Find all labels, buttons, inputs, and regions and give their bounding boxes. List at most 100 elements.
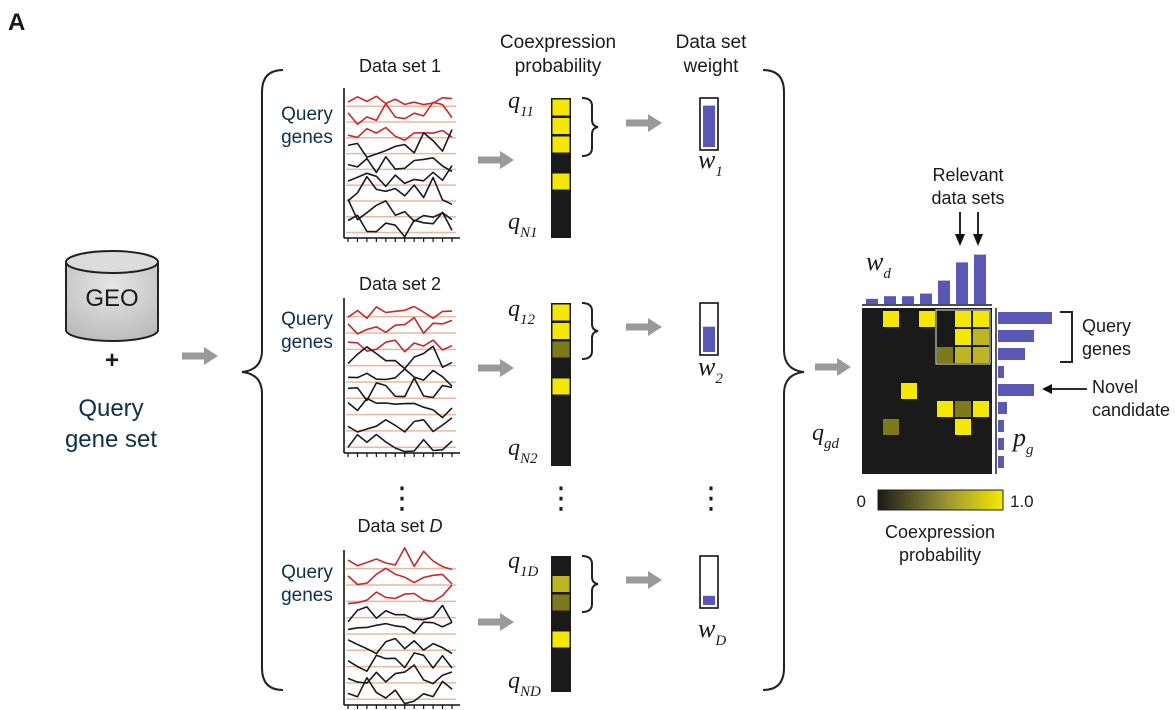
dataset-2-query-trace-2 xyxy=(347,316,453,335)
dataset-1-gene-trace-4 xyxy=(347,129,453,159)
relevant-label-line2: data sets xyxy=(931,188,1004,208)
top-weight-bar-4 xyxy=(920,293,932,304)
dataset-1-gene-trace-9 xyxy=(347,211,453,238)
dataset-1-gene-trace-7 xyxy=(347,175,453,206)
matrix-cell-r3-c5 xyxy=(937,347,953,363)
dataset-2-query-trace-1 xyxy=(347,305,453,320)
dataset-2-gene-trace-6 xyxy=(347,377,453,402)
dataset-2-gene-trace-5 xyxy=(347,368,453,387)
w-2-label: w2 xyxy=(698,352,723,387)
gray-arrow-geo-to-datasets xyxy=(182,347,218,365)
ellipsis-plots: ⋮ xyxy=(387,482,417,515)
gray-arrow-ds1-to-weight xyxy=(626,114,662,132)
w-1-label: w1 xyxy=(698,145,723,180)
matrix-cell-r2-c6 xyxy=(955,329,971,345)
gray-arrow-ds1-to-column xyxy=(478,151,514,169)
column-2-cell-7 xyxy=(552,415,570,432)
q-1d-label: q1D xyxy=(508,548,539,580)
matrix-cell-r7-c6 xyxy=(955,419,971,435)
matrix-cell-r2-c7 xyxy=(973,329,989,345)
dataset-2-title: Data set 2 xyxy=(359,274,441,294)
matrix-cell-r3-c7 xyxy=(973,347,989,363)
matrix-cell-r1-c7 xyxy=(973,311,989,327)
novel-candidate-arrow xyxy=(1042,384,1087,394)
dataset-1-gene-trace-5 xyxy=(347,156,453,174)
column-1-cell-6 xyxy=(552,192,570,208)
dataset-d-query-trace-1 xyxy=(347,547,453,571)
column-2-cell-8 xyxy=(552,434,570,450)
dataset-2-query-label-line1: Query xyxy=(281,309,333,330)
column-2-cell-4 xyxy=(552,360,570,376)
dataset-2-gene-trace-7 xyxy=(347,397,453,419)
dataset-2-query-trace-3 xyxy=(347,339,453,353)
column-3-cell-5 xyxy=(552,631,570,648)
column-3-cell-4 xyxy=(552,613,570,629)
figure-drawing-layer xyxy=(182,88,1052,709)
novel-label-line1: Novel xyxy=(1092,377,1138,397)
q-n2-label: qN2 xyxy=(508,435,538,467)
dataset-1-query-trace-2 xyxy=(347,101,453,126)
ellipsis-columns: ⋮ xyxy=(546,482,576,515)
dataset-d-gene-trace-5 xyxy=(347,621,453,635)
dataset-d-query-label-line2: genes xyxy=(281,585,333,606)
matrix-query-brace xyxy=(1060,311,1073,363)
column-3-cell-7 xyxy=(552,668,570,685)
dataset-1-title: Data set 1 xyxy=(359,56,441,76)
top-weight-bar-1 xyxy=(866,298,878,304)
dataset-d-query-trace-2 xyxy=(347,567,453,586)
geo-database-icon xyxy=(65,250,159,342)
matrix-cell-r6-c5 xyxy=(937,401,953,417)
dataset-1-gene-trace-8 xyxy=(347,199,453,222)
dataset-1-small-brace xyxy=(581,97,599,157)
colorbar xyxy=(877,489,1004,511)
geo-label: GEO xyxy=(85,285,138,312)
column-1-cell-7 xyxy=(552,210,570,227)
dataset-2-small-brace xyxy=(581,302,599,360)
column-3-cell-6 xyxy=(552,650,570,666)
top-weight-bar-6 xyxy=(956,262,968,304)
matrix-query-label-line1: Query xyxy=(1082,316,1131,336)
dataset-d-title: Data set D xyxy=(357,516,442,536)
q-nd-label: qND xyxy=(508,668,541,700)
dataset-d-small-brace xyxy=(581,555,599,613)
weight-header-line1: Data set xyxy=(676,32,747,53)
right-score-bar-4 xyxy=(998,366,1004,378)
column-2-cell-1 xyxy=(552,304,570,321)
gray-arrow-dsd-to-weight xyxy=(626,571,662,589)
weight-bar-3-fill xyxy=(703,595,715,605)
q-11-label: q11 xyxy=(508,88,534,120)
ellipsis-weights: ⋮ xyxy=(696,482,726,515)
right-score-bar-6 xyxy=(998,402,1007,414)
column-2-cell-3 xyxy=(552,341,570,358)
matrix-cell-r6-c7 xyxy=(973,401,989,417)
matrix-query-block-outline xyxy=(935,309,991,365)
relevant-arrow-2 xyxy=(973,212,983,246)
dataset-1-query-label-line2: genes xyxy=(281,127,333,148)
gray-arrow-ds2-to-column xyxy=(478,359,514,377)
dataset-2-gene-trace-8 xyxy=(347,417,453,433)
coexpression-header-line1: Coexpression xyxy=(500,32,616,53)
matrix-cell-r6-c6 xyxy=(955,401,971,417)
dataset-1-query-trace-3 xyxy=(347,126,453,141)
weight-bar-1-fill xyxy=(703,105,715,147)
right-big-brace xyxy=(762,69,805,691)
column-1-cell-3 xyxy=(552,136,570,153)
top-weight-bar-3 xyxy=(902,296,914,304)
column-2-cell-6 xyxy=(552,397,570,413)
matrix-cell-r1-c2 xyxy=(883,311,899,327)
matrix-cell-r5-c3 xyxy=(901,383,917,399)
relevant-label-line1: Relevant xyxy=(932,165,1003,185)
colorbar-title-line2: probability xyxy=(899,545,981,565)
column-1-cell-5 xyxy=(552,173,570,190)
column-2-cell-2 xyxy=(552,323,570,339)
dataset-2-query-label-line2: genes xyxy=(281,332,333,353)
matrix-cell-r3-c6 xyxy=(955,347,971,363)
dataset-d-gene-trace-8 xyxy=(347,664,453,685)
right-score-bar-5 xyxy=(998,384,1034,396)
panel-letter: A xyxy=(8,9,25,36)
column-1-cell-4 xyxy=(552,155,570,171)
gray-arrow-ds2-to-weight xyxy=(626,318,662,336)
top-weight-bar-7 xyxy=(974,254,986,304)
right-score-bar-2 xyxy=(998,330,1034,342)
